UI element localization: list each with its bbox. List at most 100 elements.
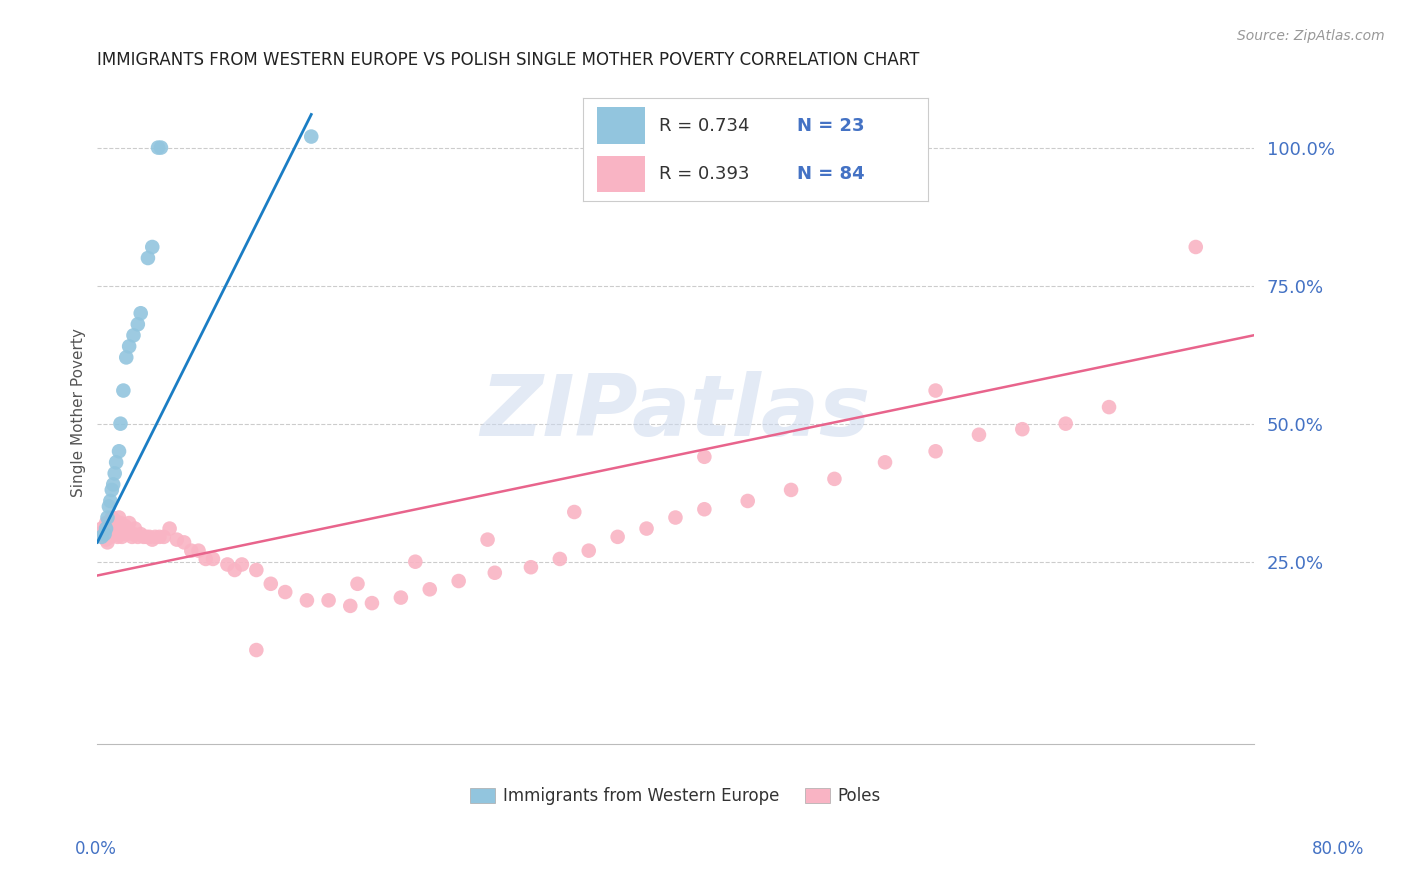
- Point: [274, 585, 297, 599]
- Point: [419, 582, 441, 597]
- Text: N = 23: N = 23: [797, 117, 865, 135]
- Point: [141, 240, 163, 254]
- Point: [98, 494, 121, 508]
- Point: [924, 444, 946, 458]
- Point: [107, 530, 129, 544]
- Point: [1098, 400, 1121, 414]
- Point: [97, 500, 120, 514]
- Point: [361, 596, 384, 610]
- Point: [339, 599, 361, 613]
- Point: [477, 533, 499, 547]
- Point: [97, 527, 120, 541]
- Point: [173, 535, 195, 549]
- Point: [93, 530, 115, 544]
- Point: [201, 552, 224, 566]
- Point: [484, 566, 506, 580]
- Point: [693, 450, 716, 464]
- Point: [136, 251, 159, 265]
- Point: [447, 574, 470, 588]
- Point: [111, 530, 134, 544]
- Point: [118, 339, 141, 353]
- Point: [105, 455, 128, 469]
- Point: [1011, 422, 1033, 436]
- Text: R = 0.734: R = 0.734: [659, 117, 749, 135]
- Point: [91, 524, 114, 539]
- Point: [166, 533, 188, 547]
- Point: [129, 306, 152, 320]
- Point: [94, 533, 117, 547]
- Point: [112, 384, 135, 398]
- Point: [103, 477, 125, 491]
- Point: [101, 522, 124, 536]
- Point: [94, 522, 117, 536]
- Bar: [598, 155, 645, 193]
- Point: [231, 558, 253, 572]
- Point: [224, 563, 246, 577]
- Text: IMMIGRANTS FROM WESTERN EUROPE VS POLISH SINGLE MOTHER POVERTY CORRELATION CHART: IMMIGRANTS FROM WESTERN EUROPE VS POLISH…: [97, 51, 920, 69]
- Point: [664, 510, 686, 524]
- Point: [299, 129, 322, 144]
- Point: [180, 543, 202, 558]
- Point: [124, 522, 146, 536]
- Point: [548, 552, 571, 566]
- Point: [295, 593, 318, 607]
- Bar: [598, 107, 645, 145]
- Point: [103, 524, 125, 539]
- Point: [636, 522, 658, 536]
- Point: [122, 527, 145, 541]
- Point: [693, 502, 716, 516]
- Text: 80.0%: 80.0%: [1312, 840, 1365, 858]
- Point: [194, 552, 217, 566]
- Point: [149, 140, 172, 154]
- Text: R = 0.393: R = 0.393: [659, 165, 749, 183]
- Point: [1184, 240, 1206, 254]
- Point: [404, 555, 426, 569]
- Point: [260, 576, 283, 591]
- Point: [110, 524, 132, 539]
- Point: [217, 558, 239, 572]
- Point: [97, 516, 120, 530]
- Point: [159, 522, 181, 536]
- Point: [520, 560, 543, 574]
- Point: [122, 328, 145, 343]
- Point: [104, 513, 127, 527]
- Point: [96, 522, 118, 536]
- Point: [110, 417, 132, 431]
- Point: [578, 543, 600, 558]
- Point: [108, 510, 131, 524]
- Point: [108, 522, 131, 536]
- Text: Source: ZipAtlas.com: Source: ZipAtlas.com: [1237, 29, 1385, 43]
- Point: [127, 318, 149, 332]
- Point: [114, 518, 136, 533]
- Point: [127, 530, 149, 544]
- Text: ZIPatlas: ZIPatlas: [481, 371, 870, 454]
- Point: [108, 444, 131, 458]
- Point: [606, 530, 628, 544]
- Point: [823, 472, 845, 486]
- Point: [737, 494, 759, 508]
- Point: [93, 527, 115, 541]
- Point: [138, 530, 160, 544]
- Point: [96, 510, 118, 524]
- Point: [90, 522, 112, 536]
- Point: [780, 483, 803, 497]
- Point: [187, 543, 209, 558]
- Point: [245, 563, 267, 577]
- Point: [318, 593, 340, 607]
- Y-axis label: Single Mother Poverty: Single Mother Poverty: [72, 328, 86, 497]
- Point: [924, 384, 946, 398]
- Text: N = 84: N = 84: [797, 165, 865, 183]
- Point: [143, 530, 166, 544]
- Point: [105, 527, 128, 541]
- Point: [129, 527, 152, 541]
- Point: [132, 530, 155, 544]
- Point: [101, 510, 124, 524]
- Point: [135, 530, 157, 544]
- Point: [146, 140, 169, 154]
- Point: [112, 524, 135, 539]
- Point: [1054, 417, 1077, 431]
- Point: [873, 455, 896, 469]
- Point: [148, 530, 170, 544]
- Point: [115, 351, 138, 365]
- Point: [104, 467, 127, 481]
